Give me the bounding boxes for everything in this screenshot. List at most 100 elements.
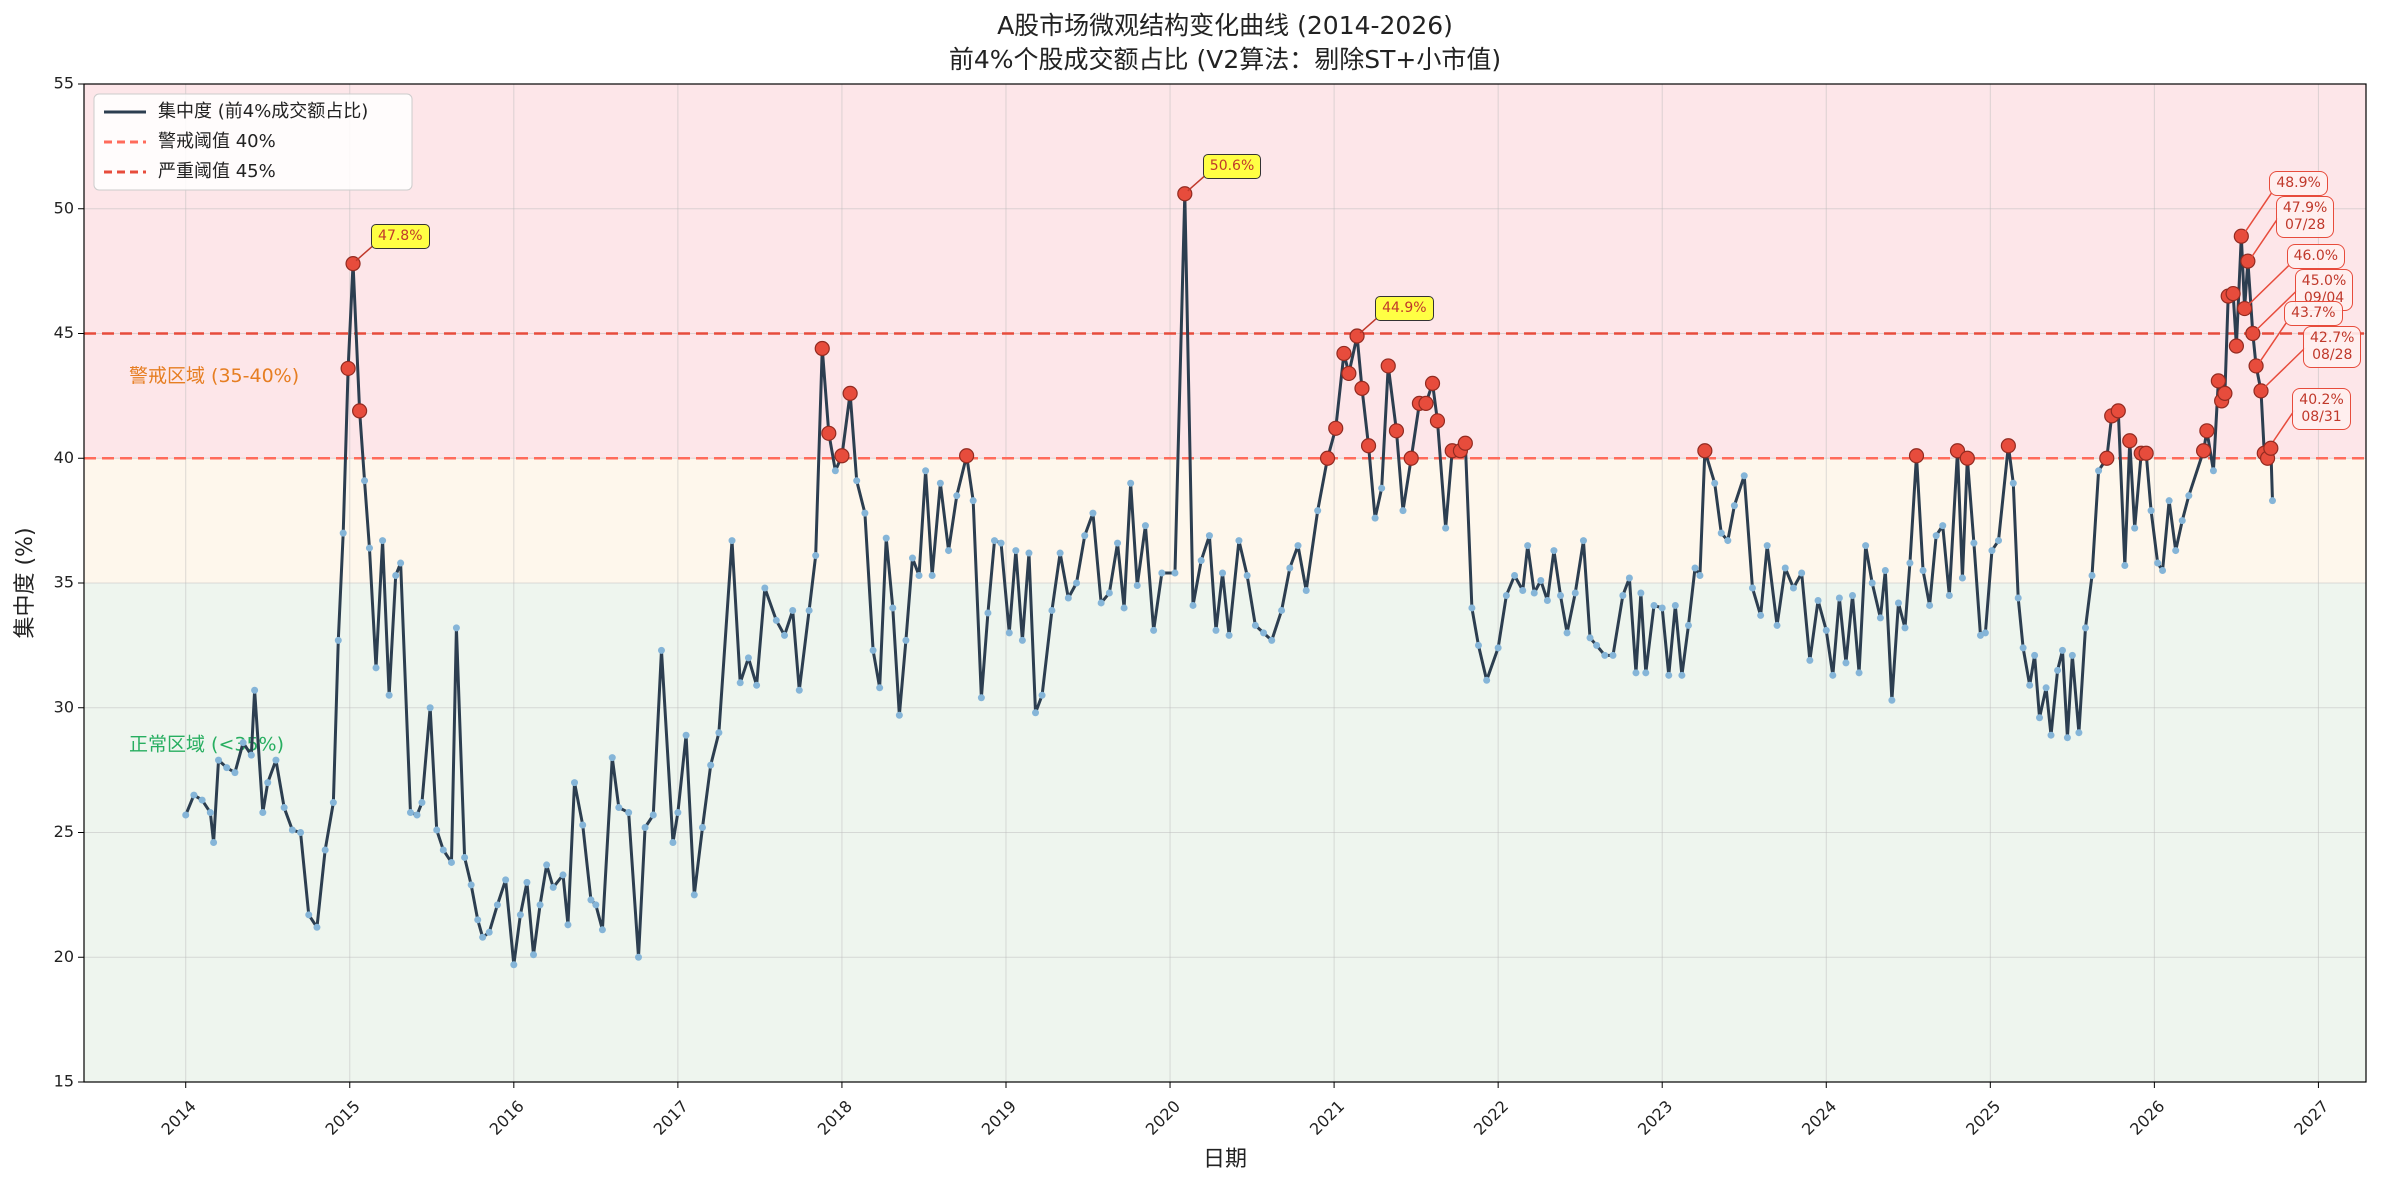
point	[406, 809, 414, 817]
point	[1579, 537, 1587, 545]
y-axis-label: 集中度 (%)	[13, 527, 38, 638]
value-label: 48.9%	[2269, 171, 2328, 197]
highlight-point	[2217, 385, 2233, 401]
point	[690, 891, 698, 899]
point	[1543, 596, 1551, 604]
point	[2209, 467, 2217, 475]
point	[1894, 599, 1902, 607]
point	[280, 804, 288, 812]
point	[1314, 507, 1322, 515]
point	[2036, 714, 2044, 722]
point	[1829, 671, 1837, 679]
point	[536, 901, 544, 909]
x-tick-label: 2018	[814, 1097, 856, 1139]
point	[1632, 669, 1640, 677]
highlight-point	[1319, 450, 1336, 466]
point	[1556, 591, 1564, 599]
point	[1789, 584, 1797, 592]
point	[1097, 599, 1105, 607]
point	[592, 901, 600, 909]
point	[2121, 562, 2129, 570]
y-tick-label: 50	[54, 198, 74, 217]
highlight-point	[2199, 423, 2215, 439]
point	[1637, 589, 1645, 597]
point	[1939, 522, 1947, 530]
point	[1773, 621, 1781, 629]
point	[206, 809, 214, 817]
point	[523, 878, 531, 886]
value-label: 50.6%	[1202, 153, 1262, 179]
point	[1219, 569, 1227, 577]
label-arrow	[2250, 217, 2279, 259]
point	[1757, 611, 1765, 619]
point	[2147, 507, 2155, 515]
chart-title: A股市场微观结构变化曲线 (2014-2026)	[997, 11, 1453, 40]
highlight-point	[2138, 445, 2154, 461]
point	[1251, 621, 1259, 629]
point	[297, 829, 305, 836]
point	[1888, 696, 1896, 704]
highlight-point	[1418, 395, 1434, 411]
point	[2178, 517, 2186, 525]
point	[598, 926, 606, 934]
highlight-point	[842, 385, 858, 401]
point	[272, 756, 280, 764]
highlight-point	[1429, 413, 1446, 429]
point	[1073, 579, 1081, 587]
y-tick-label: 15	[54, 1072, 74, 1091]
point	[1876, 614, 1884, 622]
point	[1658, 604, 1666, 612]
point	[418, 799, 426, 807]
point	[1442, 524, 1450, 532]
point	[2154, 559, 2162, 567]
point	[447, 858, 455, 866]
point	[2268, 497, 2276, 505]
point	[1205, 532, 1213, 540]
point	[215, 756, 223, 764]
point	[795, 686, 803, 694]
point	[2063, 734, 2071, 742]
point	[1483, 676, 1491, 684]
point	[1763, 542, 1771, 550]
point	[1868, 579, 1876, 587]
highlight-point	[821, 425, 837, 441]
value-label: 44.9%	[1375, 295, 1434, 321]
point	[1730, 502, 1738, 510]
point	[1625, 574, 1633, 582]
x-tick-label: 2019	[978, 1097, 1020, 1139]
point	[1502, 591, 1510, 599]
point	[936, 479, 944, 487]
point	[210, 838, 218, 846]
point	[1906, 559, 1914, 567]
point	[259, 809, 267, 817]
x-tick-label: 2027	[2290, 1097, 2332, 1139]
point	[2047, 731, 2055, 739]
point	[1814, 596, 1822, 604]
point	[474, 916, 482, 924]
point	[1150, 626, 1158, 634]
point	[1932, 532, 1940, 540]
point	[485, 928, 493, 936]
point	[674, 809, 682, 817]
point	[452, 624, 460, 632]
point	[1038, 691, 1046, 699]
point	[1133, 581, 1141, 589]
point	[305, 911, 313, 919]
label-arrow	[2258, 322, 2287, 364]
point	[2081, 624, 2089, 632]
point	[2131, 524, 2139, 532]
point	[1494, 644, 1502, 652]
point	[1642, 669, 1650, 677]
point	[805, 606, 813, 614]
point	[251, 686, 259, 694]
point	[334, 636, 342, 644]
highlight-point	[352, 403, 368, 419]
highlight-point	[1328, 420, 1344, 436]
point	[1665, 671, 1673, 679]
point	[1171, 569, 1179, 577]
x-tick-label: 2026	[2126, 1097, 2168, 1139]
point	[1268, 636, 1276, 644]
label-arrow	[2247, 265, 2290, 307]
point	[2185, 492, 2193, 500]
point	[1748, 584, 1756, 592]
